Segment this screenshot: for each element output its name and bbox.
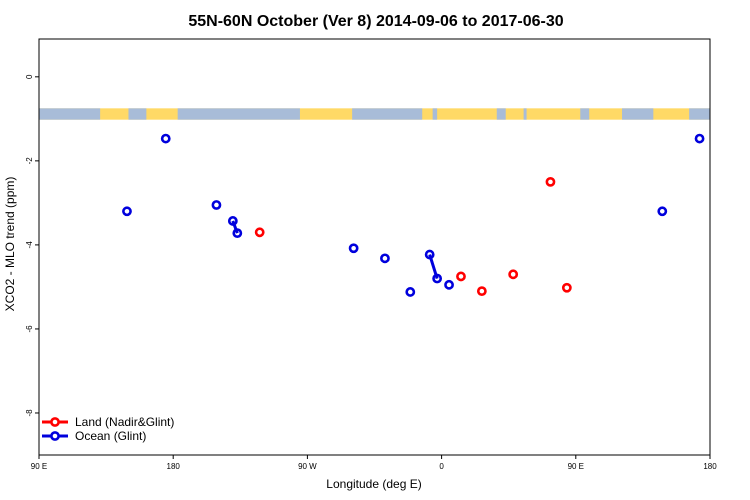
land-point bbox=[476, 286, 487, 297]
x-tick-label: 0 bbox=[439, 462, 444, 471]
y-tick-label: -2 bbox=[25, 157, 34, 165]
x-tick-label: 90 E bbox=[31, 462, 47, 471]
y-tick-label: -6 bbox=[25, 325, 34, 333]
ocean-point bbox=[232, 228, 243, 239]
ocean-point bbox=[227, 216, 238, 226]
series-connector bbox=[231, 220, 239, 234]
map-strip-ocean bbox=[622, 108, 654, 120]
legend-label: Ocean (Glint) bbox=[75, 429, 146, 443]
map-strip-ocean bbox=[580, 108, 590, 120]
map-strip-ocean bbox=[352, 108, 423, 120]
land-point bbox=[254, 227, 265, 238]
ocean-point bbox=[122, 206, 132, 217]
ocean-point bbox=[424, 249, 435, 260]
legend: Land (Nadir&Glint)Ocean (Glint) bbox=[42, 415, 174, 443]
map-strip-ocean bbox=[177, 108, 300, 120]
y-axis: 0 -2 -4 -6 -8 bbox=[25, 74, 39, 417]
plot-frame bbox=[38, 38, 711, 456]
map-strip-ocean bbox=[523, 108, 527, 120]
x-axis-label: Longitude (deg E) bbox=[326, 477, 421, 491]
land-point bbox=[561, 282, 572, 293]
legend-marker bbox=[50, 417, 60, 427]
y-tick-label: -4 bbox=[25, 241, 34, 249]
map-strip-ocean bbox=[39, 108, 101, 120]
ocean-point bbox=[657, 206, 668, 217]
chart-title: 55N-60N October (Ver 8) 2014-09-06 to 20… bbox=[188, 13, 563, 30]
ocean-point bbox=[694, 133, 705, 144]
ocean-point bbox=[405, 287, 416, 297]
ocean-point bbox=[348, 243, 359, 254]
ocean-point bbox=[432, 273, 443, 284]
x-tick-label: 90 E bbox=[568, 462, 584, 471]
y-tick-label: -8 bbox=[25, 409, 34, 417]
ocean-point bbox=[444, 279, 454, 290]
legend-label: Land (Nadir&Glint) bbox=[75, 415, 174, 429]
map-strip-ocean bbox=[689, 108, 710, 120]
x-tick-label: 90 W bbox=[298, 462, 317, 471]
x-axis: 90 E 180 90 W 0 90 E 180 bbox=[31, 455, 717, 471]
legend-marker bbox=[50, 431, 60, 441]
land-point bbox=[545, 176, 556, 187]
ocean-point bbox=[211, 200, 222, 210]
ocean-point bbox=[160, 133, 171, 144]
y-tick-label: 0 bbox=[25, 74, 34, 79]
x-tick-label: 180 bbox=[167, 462, 181, 471]
land-point bbox=[508, 269, 519, 280]
map-strip-ocean bbox=[432, 108, 438, 120]
ocean-point bbox=[380, 253, 390, 264]
y-axis-label: XCO2 - MLO trend (ppm) bbox=[3, 177, 17, 312]
x-tick-label: 180 bbox=[703, 462, 717, 471]
map-strip-ocean bbox=[496, 108, 506, 120]
map-strip-ocean bbox=[128, 108, 147, 120]
map-strip bbox=[39, 108, 710, 120]
land-point bbox=[456, 271, 466, 282]
data-points bbox=[122, 133, 705, 297]
